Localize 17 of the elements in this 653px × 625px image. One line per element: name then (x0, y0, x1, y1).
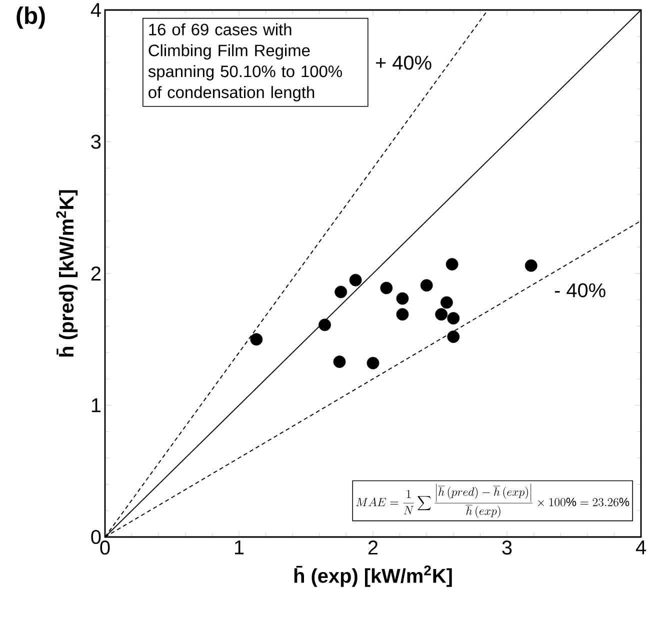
x-tick-label: 1 (234, 540, 244, 554)
series-label: + 40% (376, 56, 432, 70)
x-axis-title: h̄ (exp) [kW/m$^{2}$K] (294, 565, 452, 587)
series-label: - 40% (554, 283, 606, 298)
annotation: 16 of 69 cases with Climbing Film Regime spanning 50.10% to 100% of condensation length (148, 23, 342, 102)
y-tick-label: 1 (92, 398, 101, 412)
annotation: $MAE = \frac{1}{N}\sum \frac{\left|\overline{h}\left(pred\right) - \overline{h}\left(exp\right)\right|}{\overline{h}\left(exp\right)} \times 100\% = 23.26\%$ (356, 484, 630, 518)
y-axis-title: h̄ (pred) [kW/m$^{2}$K] (56, 190, 78, 356)
y-tick-label: 0 (91, 530, 101, 544)
x-tick-label: 3 (502, 540, 512, 555)
y-tick-label: 3 (91, 134, 101, 149)
y-tick-label: 4 (90, 3, 101, 17)
y-tick-label: 2 (91, 266, 100, 280)
x-tick-label: 4 (636, 540, 646, 554)
chart-title: (b) (16, 6, 45, 29)
x-tick-label: 2 (368, 540, 378, 554)
x-tick-label: 0 (100, 540, 110, 555)
